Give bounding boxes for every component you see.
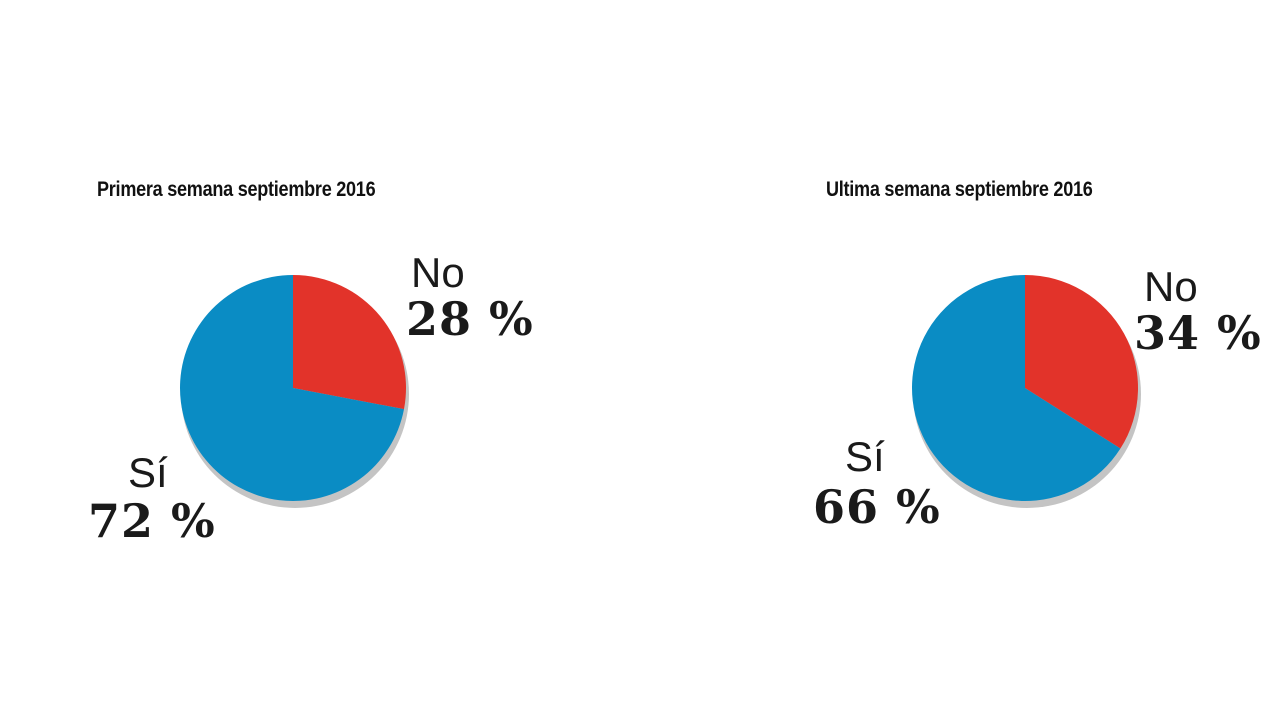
slice-value-si: 72 % [88,494,216,548]
slice-label-si: Sí [128,449,168,496]
slice-value-si: 66 % [813,480,941,534]
chart-title: Primera semana septiembre 2016 [97,178,376,201]
pie-chart-first-week: Primera semana septiembre 2016 No 28 % S… [88,178,534,548]
slice-label-si: Sí [845,433,885,480]
pie-slice-no [293,275,407,410]
pie-chart-last-week: Ultima semana septiembre 2016 No 34 % Sí… [640,0,1280,720]
slice-label-no: No [411,249,465,296]
pie-svg [912,275,1141,508]
slice-value-no: 28 % [406,292,534,346]
pie-svg [180,275,409,508]
pie-slice-no [1025,275,1139,449]
slice-value-no: 34 % [1134,306,1262,360]
pie-slice-si [180,275,404,501]
pie-slice-si [912,275,1121,501]
chart-title: Ultima semana septiembre 2016 [826,178,1093,201]
slice-label-no: No [1144,263,1198,310]
